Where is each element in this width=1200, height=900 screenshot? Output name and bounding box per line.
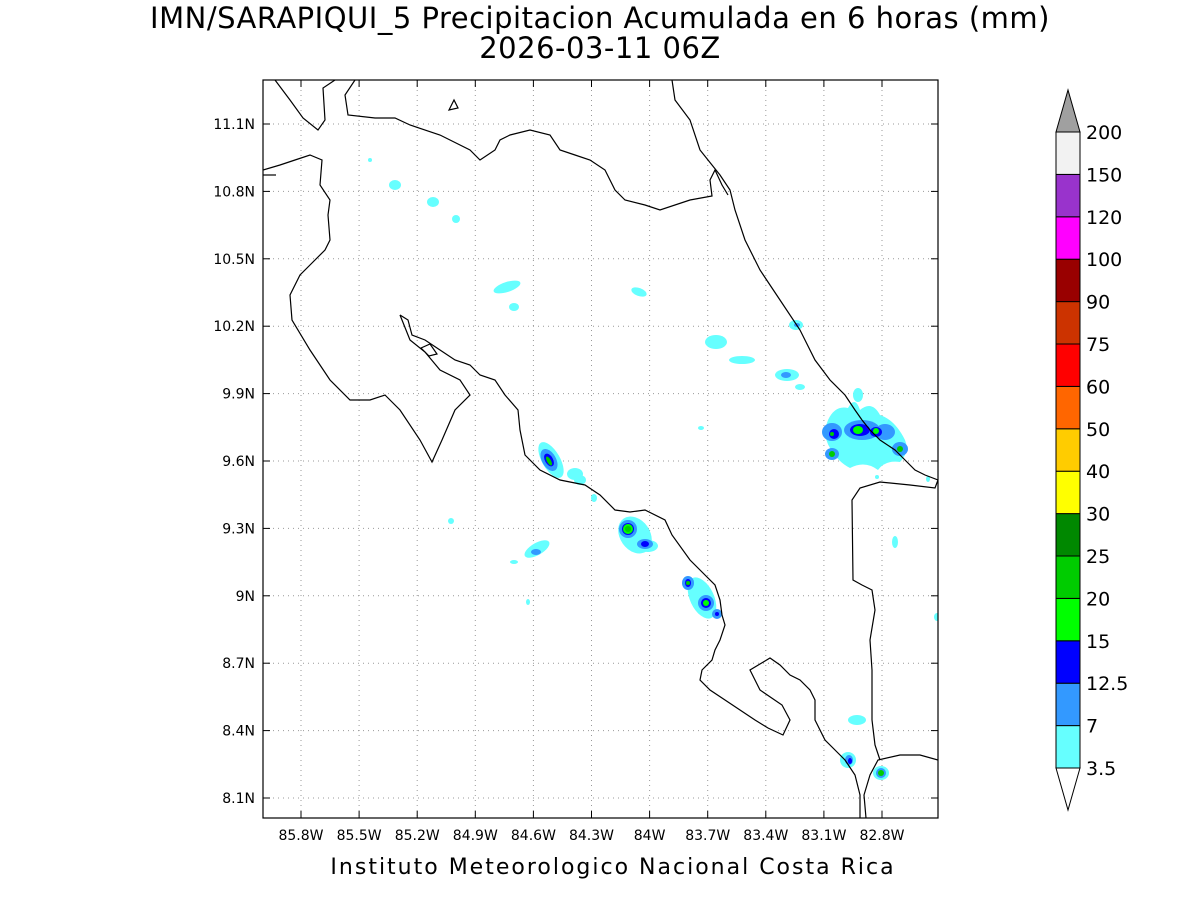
colorbar-level-label: 90 bbox=[1086, 292, 1110, 314]
colorbar-level-label: 60 bbox=[1086, 376, 1110, 398]
north-coast-line bbox=[274, 80, 336, 131]
gulf-nicoya-coast bbox=[399, 314, 861, 818]
lon-tick-label: 85.5W bbox=[337, 828, 382, 844]
colorbar-level-label: 120 bbox=[1086, 207, 1122, 229]
colorbar-level-label: 75 bbox=[1086, 334, 1110, 356]
colorbar: 3.5 7 12.5 15 20 25 30 40 50 60 75 90 100 120 150 200 bbox=[1055, 88, 1128, 812]
lat-tick-label: 9.3N bbox=[222, 521, 255, 537]
colorbar-segment bbox=[1055, 597, 1081, 642]
lake-shape bbox=[419, 343, 438, 357]
colorbar-segment bbox=[1055, 385, 1081, 430]
lat-tick-label: 11.1N bbox=[213, 117, 255, 133]
colorbar-level-label: 30 bbox=[1086, 504, 1110, 526]
lat-axis-labels: 11.1N 10.8N 10.5N 10.2N 9.9N 9.6N 9.3N 9N 8.7N 8.… bbox=[213, 117, 255, 807]
colorbar-level-label: 200 bbox=[1086, 122, 1122, 144]
colorbar-under-triangle bbox=[1055, 767, 1081, 812]
lon-tick-label: 85.2W bbox=[395, 828, 440, 844]
axis-ticks bbox=[263, 80, 938, 818]
colorbar-level-label: 40 bbox=[1086, 461, 1110, 483]
lon-tick-label: 83.7W bbox=[685, 828, 730, 844]
colorbar-segment bbox=[1055, 428, 1081, 472]
colorbar-segment bbox=[1055, 301, 1081, 345]
colorbar-segment bbox=[1055, 131, 1081, 175]
lat-tick-label: 8.7N bbox=[222, 656, 255, 672]
colorbar-level-label: 100 bbox=[1086, 249, 1122, 271]
colorbar-level-label: 12.5 bbox=[1086, 673, 1128, 695]
colorbar-segment bbox=[1055, 555, 1081, 599]
lat-tick-label: 8.1N bbox=[222, 791, 255, 807]
lat-tick-label: 9N bbox=[236, 589, 255, 605]
lat-tick-label: 9.6N bbox=[222, 454, 255, 470]
caribbean-coast bbox=[671, 80, 863, 421]
map-title: IMN/SARAPIQUI_5 Precipitacion Acumulada … bbox=[150, 1, 1050, 35]
lat-tick-label: 10.5N bbox=[213, 252, 255, 268]
lon-tick-label: 84W bbox=[634, 828, 666, 844]
colorbar-segment bbox=[1055, 216, 1081, 260]
lon-tick-label: 83.4W bbox=[743, 828, 788, 844]
lon-tick-label: 84.6W bbox=[511, 828, 556, 844]
colorbar-segment bbox=[1055, 640, 1081, 684]
colorbar-segment bbox=[1055, 343, 1081, 387]
colorbar-level-label: 50 bbox=[1086, 419, 1110, 441]
panama-border-south bbox=[851, 479, 938, 761]
island-shape bbox=[447, 98, 459, 111]
panama-border bbox=[861, 419, 938, 481]
colorbar-level-label: 15 bbox=[1086, 631, 1110, 653]
colorbar-segment bbox=[1055, 725, 1081, 769]
lat-tick-label: 10.8N bbox=[213, 184, 255, 200]
colorbar-segment bbox=[1055, 513, 1081, 557]
colorbar-over-triangle bbox=[1055, 88, 1081, 133]
colorbar-segment bbox=[1055, 258, 1081, 303]
lon-tick-label: 84.9W bbox=[453, 828, 498, 844]
lon-tick-label: 84.3W bbox=[569, 828, 614, 844]
coastlines bbox=[263, 80, 938, 818]
colorbar-segment bbox=[1055, 173, 1081, 218]
nicoya-coast bbox=[263, 154, 471, 464]
colorbar-level-label: 150 bbox=[1086, 164, 1122, 186]
nicaragua-border bbox=[344, 80, 729, 211]
lon-tick-label: 83.1W bbox=[801, 828, 846, 844]
colorbar-level-label: 25 bbox=[1086, 546, 1110, 568]
colorbar-segment bbox=[1055, 682, 1081, 727]
colorbar-level-label: 3.5 bbox=[1086, 758, 1116, 780]
precipitation-fields bbox=[368, 158, 938, 780]
colorbar-segment bbox=[1055, 470, 1081, 515]
lat-tick-label: 8.4N bbox=[222, 724, 255, 740]
colorbar-level-label: 20 bbox=[1086, 588, 1110, 610]
lon-tick-label: 85.8W bbox=[278, 828, 323, 844]
osa-peninsula bbox=[863, 754, 938, 818]
map-frame bbox=[262, 79, 939, 819]
lon-tick-label: 82.8W bbox=[859, 828, 904, 844]
lat-tick-label: 10.2N bbox=[213, 319, 255, 335]
lon-axis-labels: 85.8W 85.5W 85.2W 84.9W 84.6W 84.3W 84W 83.7W 83… bbox=[278, 828, 904, 844]
colorbar-level-label: 7 bbox=[1086, 716, 1098, 738]
map-grid bbox=[263, 80, 938, 818]
map-footer: Instituto Meteorologico Nacional Costa R… bbox=[330, 855, 896, 880]
lat-tick-label: 9.9N bbox=[222, 387, 255, 403]
map-valid-time: 2026-03-11 06Z bbox=[479, 31, 721, 65]
